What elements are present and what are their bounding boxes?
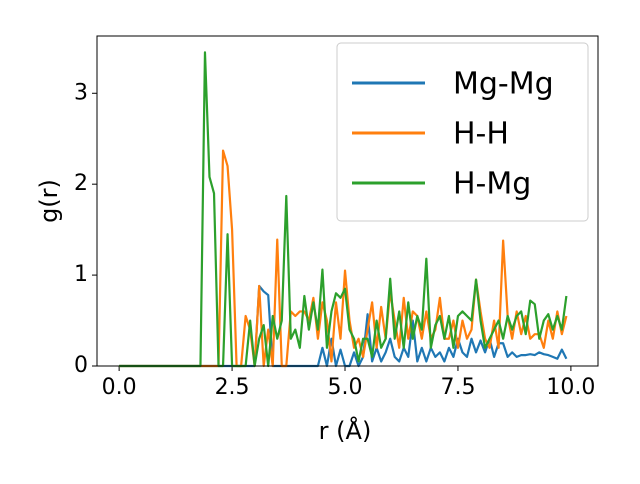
legend-label: Mg-Mg <box>453 67 554 102</box>
y-tick-label: 1 <box>74 262 88 287</box>
legend-label: H-Mg <box>453 167 531 202</box>
x-tick-label: 2.5 <box>215 375 250 400</box>
y-axis-label: g(r) <box>35 179 63 223</box>
legend-label: H-H <box>453 117 509 152</box>
y-tick-label: 3 <box>74 80 88 105</box>
x-tick-label: 7.5 <box>440 375 475 400</box>
legend-box <box>336 42 589 222</box>
plot-frame <box>96 35 599 367</box>
y-tick-label: 2 <box>74 171 88 196</box>
y-tick-label: 0 <box>74 353 88 378</box>
x-tick-label: 0.0 <box>102 375 137 400</box>
x-tick-label: 5.0 <box>328 375 363 400</box>
x-tick-label: 10.0 <box>546 375 595 400</box>
x-axis-label: r (Å) <box>319 416 372 445</box>
